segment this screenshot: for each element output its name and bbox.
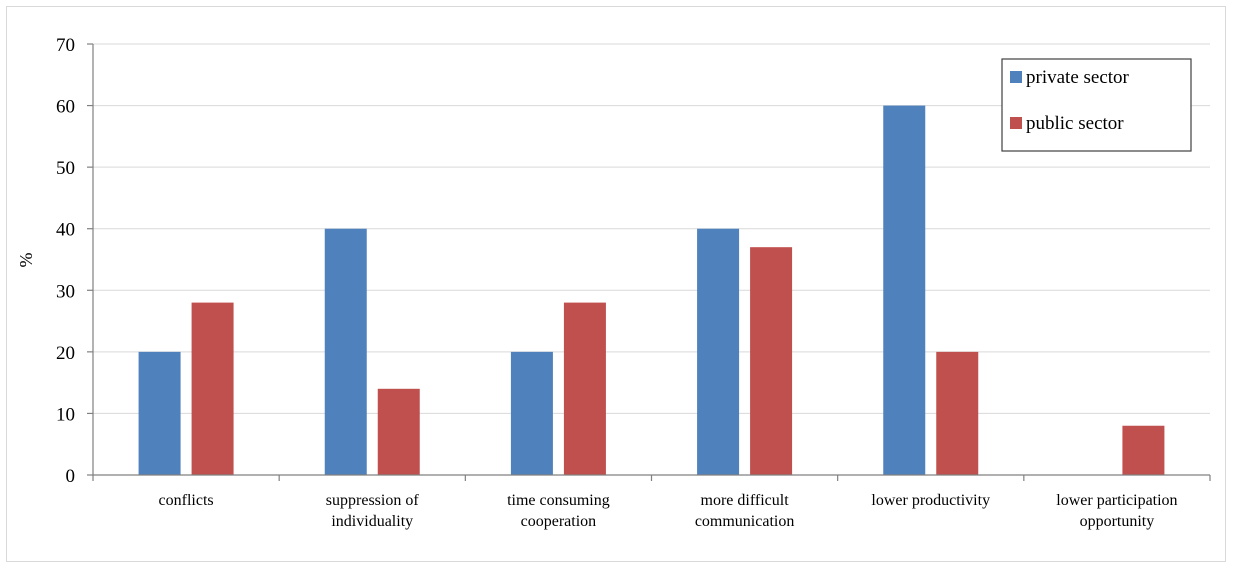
category-label: time consuming	[507, 492, 610, 509]
y-tick-label: 20	[56, 343, 75, 364]
category-labels: conflicts suppression of individuality time…	[159, 492, 1178, 530]
legend-swatch	[1010, 117, 1022, 129]
legend-swatch	[1010, 71, 1022, 83]
category-label: more difficult	[701, 492, 790, 509]
y-tick-label: 70	[56, 35, 75, 56]
bar-private-sector-1	[324, 228, 367, 475]
legend: private sector public sector	[1001, 58, 1192, 152]
bars	[138, 105, 1165, 476]
y-tick-label: 40	[56, 220, 75, 241]
y-tick-label: 30	[56, 281, 75, 302]
bar-public-sector-2	[563, 302, 606, 475]
legend-label: public sector	[1026, 113, 1124, 134]
category-label: lower productivity	[871, 492, 990, 509]
axes	[87, 43, 1211, 481]
y-tick-label: 10	[56, 404, 75, 425]
category-label: cooperation	[521, 513, 597, 530]
bar-private-sector-0	[138, 351, 181, 475]
bar-public-sector-3	[750, 247, 793, 475]
category-label: individuality	[331, 513, 413, 530]
legend-label: private sector	[1026, 67, 1130, 88]
y-tick-labels: 0 10 20 30 40 50 60 70	[56, 35, 75, 487]
category-label: suppression of	[326, 492, 420, 509]
bar-public-sector-1	[377, 388, 420, 475]
bar-private-sector-3	[697, 228, 740, 475]
category-label: communication	[695, 513, 795, 530]
legend-box	[1001, 58, 1192, 152]
y-tick-label: 50	[56, 158, 75, 179]
bar-private-sector-4	[883, 105, 926, 476]
bar-public-sector-5	[1122, 425, 1165, 475]
category-label: lower participation	[1056, 492, 1177, 509]
y-tick-label: 60	[56, 97, 75, 118]
category-label: conflicts	[159, 492, 214, 509]
y-axis-label: %	[16, 253, 36, 268]
category-label: opportunity	[1080, 513, 1155, 530]
bar-public-sector-0	[191, 302, 234, 475]
y-tick-label: 0	[66, 466, 76, 487]
bar-public-sector-4	[936, 351, 979, 475]
bar-private-sector-2	[510, 351, 553, 475]
